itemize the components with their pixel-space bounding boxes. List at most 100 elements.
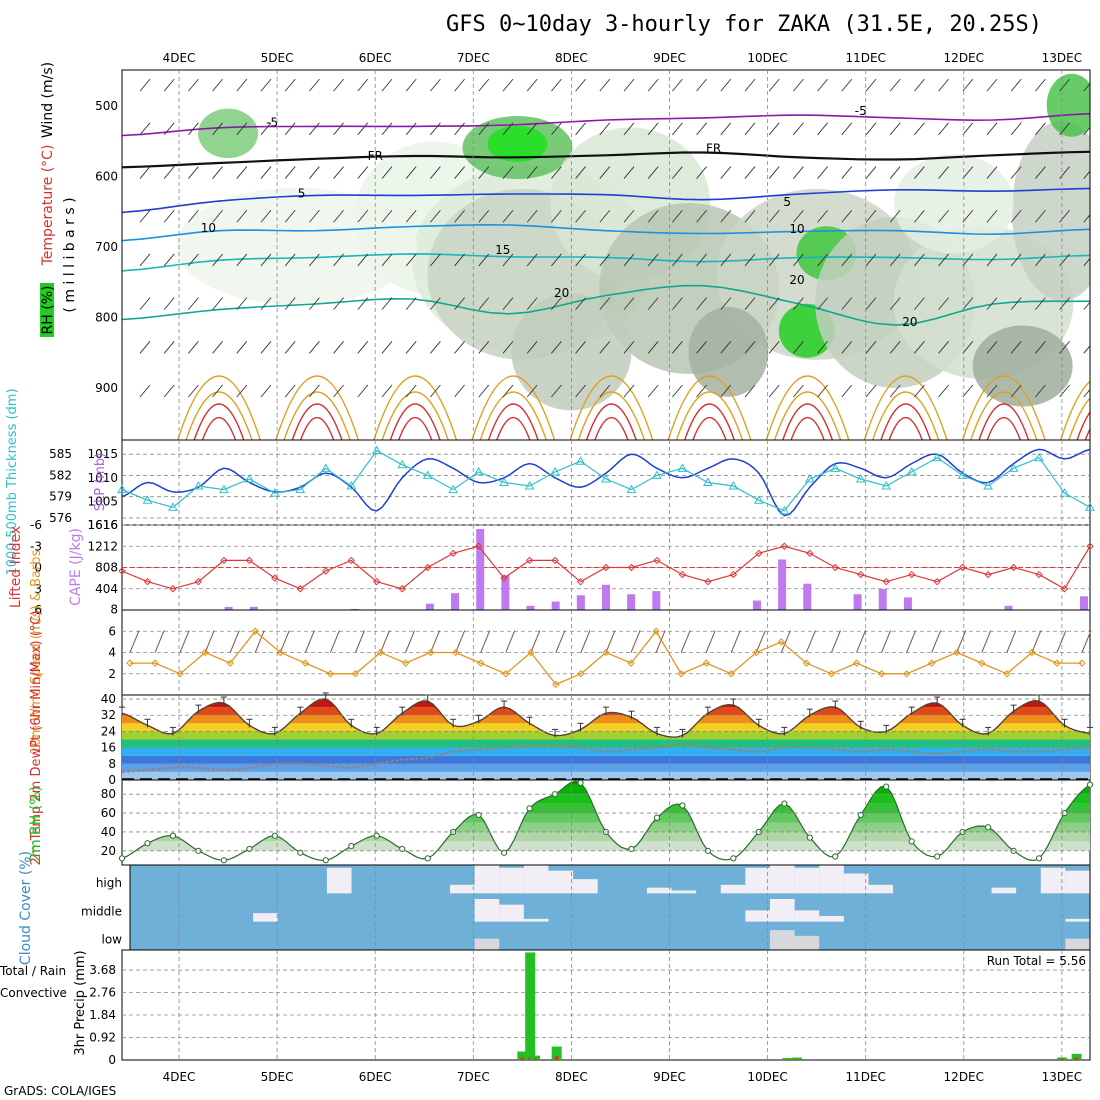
wind-barb — [793, 253, 804, 267]
wind-barb — [381, 166, 393, 179]
wind-barb — [696, 166, 707, 179]
wind-barb — [865, 341, 877, 354]
wind-barb — [1035, 253, 1046, 267]
rh-marker — [475, 811, 482, 819]
wind-barb — [260, 166, 272, 179]
temp-band — [122, 723, 1090, 732]
wind-barb — [188, 253, 199, 267]
wind-barb-10m — [530, 630, 541, 653]
thickness-marker — [473, 466, 484, 476]
rh-2m-panel: 20 40 60 80 2m RH (%) — [28, 779, 1094, 866]
wind-barb — [720, 297, 732, 310]
wind-barb — [938, 122, 949, 136]
cape-bar — [576, 595, 585, 610]
wind-barb — [599, 341, 611, 354]
precip-total-bar — [525, 952, 536, 1060]
wind-barb-10m — [430, 630, 441, 653]
wind-barb — [478, 297, 490, 310]
thickness-marker — [983, 481, 993, 490]
wind-barb — [1083, 345, 1090, 354]
wind-barb — [430, 209, 441, 223]
wind-barb — [986, 384, 998, 398]
wind-speed-marker — [602, 648, 610, 657]
wind-barb-10m — [154, 630, 165, 653]
wind-speed-marker — [702, 659, 710, 667]
wind-barb — [1035, 78, 1046, 92]
wind-barb — [163, 341, 175, 354]
wind-barb — [1083, 388, 1090, 398]
wind-barb — [599, 384, 611, 398]
wind-barb — [768, 209, 780, 223]
wind-barb-10m — [580, 630, 591, 653]
cloud-cell — [745, 910, 770, 922]
wind-speed-marker — [477, 659, 485, 667]
wind-barb — [841, 384, 853, 398]
boundary-layer-isotherm — [381, 391, 449, 440]
wind-barb — [139, 166, 151, 179]
lifted-index-marker — [907, 570, 916, 579]
wind-barb — [163, 166, 175, 179]
boundary-layer-isotherm — [872, 391, 940, 440]
rh-marker — [653, 814, 661, 821]
cloud-cell — [794, 867, 820, 894]
wind-barb — [575, 166, 586, 179]
wind-barb — [623, 209, 635, 223]
wind-barb — [260, 209, 272, 223]
dewpoint-line — [121, 742, 1091, 773]
cloud-cell — [326, 867, 352, 894]
boundary-layer-isotherm — [479, 391, 547, 440]
wind-barb — [1010, 209, 1022, 223]
rh-band — [122, 784, 1090, 795]
isotherm-label: -5 — [266, 115, 278, 129]
boundary-layer-isotherm — [675, 391, 744, 440]
precip-total-bar — [792, 1057, 803, 1060]
wind-barb — [1083, 301, 1090, 310]
wind-barb — [793, 166, 804, 179]
wind-barb — [212, 297, 223, 310]
wind-barb — [938, 297, 949, 310]
thickness-marker — [601, 473, 611, 483]
lifted-index-marker — [169, 585, 177, 593]
wind-barb — [914, 297, 925, 310]
cape-bar — [224, 606, 233, 610]
wind-speed-marker — [1078, 659, 1086, 667]
day-label-bottom: 6DEC — [359, 1070, 392, 1084]
wind-barb — [333, 166, 344, 179]
wind-barb-10m — [505, 630, 516, 653]
wind-speed-marker — [251, 627, 259, 635]
lifted-index-marker — [602, 563, 610, 572]
cloud-cell — [770, 865, 795, 894]
wind-barb — [986, 209, 998, 223]
cloud-label: Cloud Cover (%) — [18, 851, 34, 965]
cloud-cell — [450, 884, 475, 894]
wind-barb — [672, 209, 683, 223]
wind-barb — [551, 78, 562, 92]
wind-speed-marker — [226, 659, 234, 667]
wind-barb — [696, 78, 707, 92]
wind-barb — [1059, 166, 1070, 179]
wind-barb — [478, 384, 490, 398]
wind-barb-10m — [1056, 630, 1067, 653]
thickness-marker — [652, 470, 662, 479]
wind-barb — [744, 384, 756, 398]
wind-barb — [672, 341, 683, 354]
wind-barb — [1010, 253, 1022, 267]
rh-marker — [730, 855, 737, 862]
lifted-index-marker — [373, 577, 381, 586]
cape-bar — [778, 559, 787, 610]
isotherm-line — [122, 253, 1090, 272]
precip-tick: 0 — [108, 1053, 116, 1067]
wind-barb — [841, 78, 853, 92]
wind-barb — [139, 253, 151, 267]
wind-barb-10m — [254, 630, 265, 653]
cloud-level-label: high — [96, 876, 122, 890]
boundary-layer-isotherm — [585, 403, 637, 440]
rh-marker — [526, 805, 533, 812]
wind-barb — [744, 209, 756, 223]
wind-barb — [1035, 341, 1046, 354]
wind-barb — [502, 122, 514, 136]
wind-barb — [454, 209, 465, 223]
thickness-marker — [779, 505, 790, 515]
rh-marker — [271, 832, 278, 839]
precip-convective-bar — [533, 1058, 538, 1060]
